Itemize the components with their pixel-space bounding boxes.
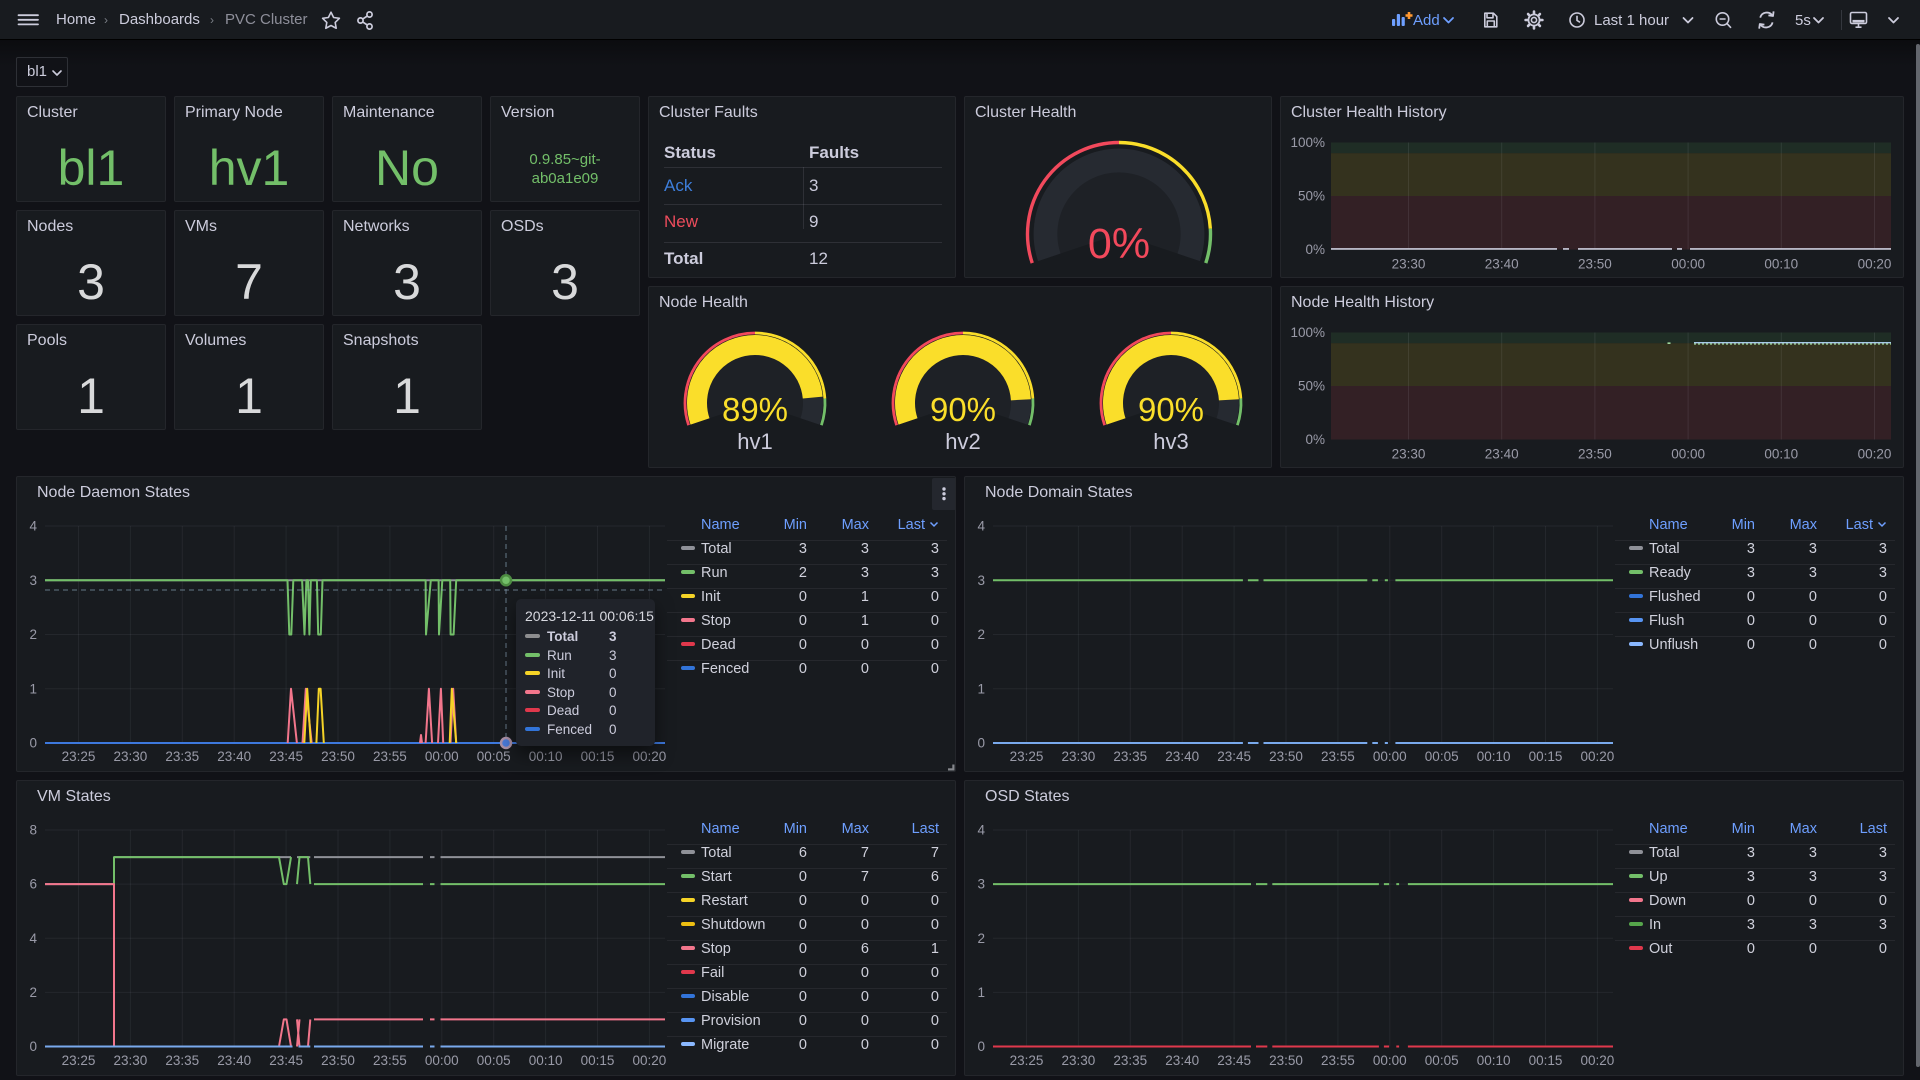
svg-text:0: 0 (977, 736, 985, 751)
svg-text:23:50: 23:50 (1269, 749, 1303, 764)
svg-text:Add: Add (1413, 12, 1440, 29)
svg-text:23:25: 23:25 (62, 749, 96, 764)
svg-text:00:15: 00:15 (1529, 749, 1563, 764)
svg-text:00:00: 00:00 (1373, 1053, 1407, 1068)
svg-text:23:50: 23:50 (321, 749, 355, 764)
svg-text:00:10: 00:10 (1764, 257, 1798, 272)
svg-text:4: 4 (29, 519, 37, 534)
svg-text:00:05: 00:05 (1425, 749, 1459, 764)
svg-text:0: 0 (29, 1039, 37, 1054)
svg-text:23:50: 23:50 (1269, 1053, 1303, 1068)
svg-text:00:05: 00:05 (477, 749, 511, 764)
svg-text:23:45: 23:45 (1217, 1053, 1251, 1068)
svg-text:00:10: 00:10 (529, 749, 563, 764)
svg-text:23:40: 23:40 (1485, 447, 1519, 462)
svg-text:100%: 100% (1290, 135, 1325, 150)
svg-text:23:50: 23:50 (1578, 257, 1612, 272)
svg-text:2: 2 (29, 985, 37, 1000)
svg-text:00:20: 00:20 (1581, 1053, 1615, 1068)
svg-text:00:20: 00:20 (633, 749, 667, 764)
svg-text:5s: 5s (1795, 12, 1811, 29)
svg-text:1: 1 (977, 681, 985, 696)
svg-text:00:20: 00:20 (1858, 447, 1892, 462)
svg-text:100%: 100% (1290, 325, 1325, 340)
svg-text:23:25: 23:25 (62, 1053, 96, 1068)
svg-text:23:55: 23:55 (1321, 1053, 1355, 1068)
svg-text:00:00: 00:00 (1671, 447, 1705, 462)
svg-text:00:00: 00:00 (425, 749, 459, 764)
svg-text:3: 3 (29, 573, 37, 588)
svg-text:00:15: 00:15 (581, 749, 615, 764)
svg-text:8: 8 (29, 823, 37, 838)
svg-text:00:15: 00:15 (1529, 1053, 1563, 1068)
svg-text:23:30: 23:30 (1392, 257, 1426, 272)
svg-text:hv3: hv3 (1153, 429, 1188, 454)
svg-text:23:35: 23:35 (165, 1053, 199, 1068)
svg-text:23:50: 23:50 (1578, 447, 1612, 462)
svg-text:3: 3 (977, 877, 985, 892)
svg-text:23:25: 23:25 (1010, 1053, 1044, 1068)
svg-text:00:00: 00:00 (425, 1053, 459, 1068)
svg-text:00:05: 00:05 (1425, 1053, 1459, 1068)
svg-text:0: 0 (29, 736, 37, 751)
svg-text:1: 1 (977, 985, 985, 1000)
svg-text:0: 0 (977, 1039, 985, 1054)
svg-text:23:45: 23:45 (269, 1053, 303, 1068)
svg-text:Last 1 hour: Last 1 hour (1594, 12, 1669, 29)
svg-text:23:40: 23:40 (1165, 749, 1199, 764)
svg-text:00:10: 00:10 (529, 1053, 563, 1068)
svg-text:50%: 50% (1298, 189, 1325, 204)
svg-text:2: 2 (29, 627, 37, 642)
svg-text:2: 2 (977, 931, 985, 946)
svg-text:00:20: 00:20 (1581, 749, 1615, 764)
svg-text:23:50: 23:50 (321, 1053, 355, 1068)
svg-text:00:00: 00:00 (1671, 257, 1705, 272)
svg-text:4: 4 (977, 823, 985, 838)
svg-text:23:30: 23:30 (114, 749, 148, 764)
svg-text:00:10: 00:10 (1477, 1053, 1511, 1068)
svg-text:2: 2 (977, 627, 985, 642)
svg-text:23:30: 23:30 (114, 1053, 148, 1068)
svg-text:hv2: hv2 (945, 429, 980, 454)
svg-text:50%: 50% (1298, 379, 1325, 394)
svg-text:00:10: 00:10 (1764, 447, 1798, 462)
svg-text:23:55: 23:55 (1321, 749, 1355, 764)
svg-text:23:30: 23:30 (1062, 1053, 1096, 1068)
svg-text:23:35: 23:35 (1113, 1053, 1147, 1068)
svg-text:hv1: hv1 (737, 429, 772, 454)
svg-text:23:35: 23:35 (1113, 749, 1147, 764)
svg-text:23:40: 23:40 (1165, 1053, 1199, 1068)
svg-text:0%: 0% (1088, 220, 1150, 268)
svg-text:0%: 0% (1305, 432, 1325, 447)
svg-text:00:20: 00:20 (1858, 257, 1892, 272)
svg-text:0%: 0% (1305, 242, 1325, 257)
svg-text:23:45: 23:45 (269, 749, 303, 764)
svg-text:23:35: 23:35 (165, 749, 199, 764)
svg-text:23:30: 23:30 (1062, 749, 1096, 764)
svg-text:4: 4 (977, 519, 985, 534)
svg-text:90%: 90% (1138, 391, 1204, 428)
svg-text:00:05: 00:05 (477, 1053, 511, 1068)
svg-text:23:55: 23:55 (373, 749, 407, 764)
svg-text:23:40: 23:40 (217, 749, 251, 764)
svg-text:3: 3 (977, 573, 985, 588)
svg-text:23:30: 23:30 (1392, 447, 1426, 462)
svg-text:00:00: 00:00 (1373, 749, 1407, 764)
svg-text:23:40: 23:40 (1485, 257, 1519, 272)
svg-text:00:10: 00:10 (1477, 749, 1511, 764)
svg-text:23:45: 23:45 (1217, 749, 1251, 764)
svg-text:23:40: 23:40 (217, 1053, 251, 1068)
svg-text:6: 6 (29, 877, 37, 892)
svg-text:1: 1 (29, 681, 37, 696)
svg-text:4: 4 (29, 931, 37, 946)
svg-text:89%: 89% (722, 391, 788, 428)
svg-text:90%: 90% (930, 391, 996, 428)
svg-text:23:55: 23:55 (373, 1053, 407, 1068)
svg-text:23:25: 23:25 (1010, 749, 1044, 764)
svg-text:00:15: 00:15 (581, 1053, 615, 1068)
svg-text:00:20: 00:20 (633, 1053, 667, 1068)
